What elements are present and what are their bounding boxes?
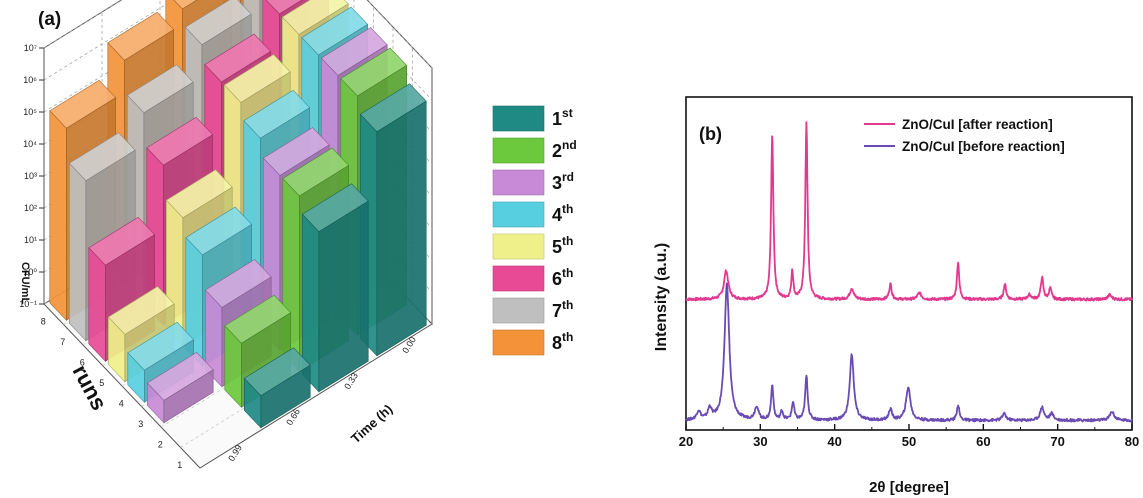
legend-label: 1st (552, 106, 573, 129)
legend-swatch (492, 201, 545, 228)
bar-front (49, 110, 67, 322)
panel-b-lines (685, 121, 1133, 423)
legend-label-base: 4 (552, 205, 562, 225)
z-gridline (43, 0, 433, 101)
legend-label-sup: th (562, 266, 573, 280)
legend-label: ZnO/CuI [before reaction] (902, 139, 1065, 154)
bar-front (69, 162, 87, 342)
x-tick-label: 20 (679, 434, 693, 449)
legend-label: 8th (552, 330, 573, 353)
legend-label: 5th (552, 234, 573, 257)
panel-b-legend: ZnO/CuI [after reaction] ZnO/CuI [before … (864, 117, 1065, 154)
run-tick-label: 3 (138, 419, 143, 429)
run-tick-label: 6 (80, 357, 85, 367)
legend-label: 4th (552, 202, 573, 225)
z-tick-label: 10⁻¹ (19, 299, 37, 309)
x-tick-label: 80 (1125, 434, 1139, 449)
bar-front (88, 247, 106, 363)
x-tick-label: 60 (976, 434, 990, 449)
legend-label-base: 3 (552, 173, 562, 193)
z-tick-label: 10³ (24, 171, 37, 181)
legend-swatch (492, 169, 545, 196)
legend-swatch (492, 265, 545, 292)
panel-b-label: (b) (699, 124, 722, 144)
panel-a-bars (49, 0, 427, 429)
legend-label-base: 2 (552, 141, 562, 161)
run-tick-label: 7 (60, 337, 65, 347)
bar-side (260, 364, 311, 429)
panel-b-xlabel: 2θ [degree] (869, 479, 949, 496)
z-tick-label: 10¹ (24, 235, 37, 245)
legend-swatch (492, 329, 545, 356)
panel-a-label: (a) (38, 9, 61, 30)
run-tick-label: 2 (158, 439, 163, 449)
z-tick-label: 10⁵ (23, 107, 37, 117)
legend-label-base: 1 (552, 109, 562, 129)
legend-label-sup: th (562, 298, 573, 312)
legend-swatch (492, 105, 545, 132)
bar-top (173, 0, 198, 10)
panel-a-ylabel: Time (h) (348, 401, 395, 446)
legend-swatch (492, 297, 545, 324)
z-tick-label: 10² (24, 203, 37, 213)
run-tick-label: 1 (177, 460, 182, 470)
z-tick-label: 10⁰ (23, 267, 37, 277)
panel-b: (b) 20 30 40 50 60 70 80 ZnO/CuI [after reacti… (653, 96, 1139, 496)
panel-a-zlabel: CFU/mL (19, 262, 31, 304)
z-tick-label: 10⁷ (24, 43, 37, 53)
legend-label: 2nd (552, 138, 577, 161)
panel-a: (a) 10⁻¹ 10⁰ 10¹ 10² 10³ 10⁴ 10⁵ 10⁶ 10⁷ 1 2 3 4 5 6 7 8… (19, 0, 577, 470)
legend-label-base: 7 (552, 301, 562, 321)
z-tick-label: 10⁶ (23, 75, 37, 85)
legend-label: 3rd (552, 170, 574, 193)
panel-b-x-ticks: 20 30 40 50 60 70 80 (679, 424, 1139, 449)
legend-swatch (492, 137, 545, 164)
bar-side (318, 200, 369, 393)
legend-label-sup: rd (562, 170, 574, 184)
run-tick-label: 5 (99, 378, 104, 388)
legend-label-base: 6 (552, 269, 562, 289)
x-tick-label: 50 (902, 434, 916, 449)
legend-label-base: 8 (552, 333, 562, 353)
legend-swatch (492, 233, 545, 260)
panel-b-ylabel: Intensity (a.u.) (653, 243, 670, 351)
legend-label: 7th (552, 298, 573, 321)
legend-label-sup: th (562, 330, 573, 344)
x-tick-label: 40 (827, 434, 841, 449)
legend-label-sup: nd (562, 138, 577, 152)
bar-side (163, 369, 214, 424)
legend-label: 6th (552, 266, 573, 289)
legend-label: ZnO/CuI [after reaction] (902, 117, 1053, 132)
pattern-line (685, 282, 1133, 423)
z-tick-label: 10⁴ (23, 139, 37, 149)
legend-label-sup: th (562, 202, 573, 216)
legend-label-sup: st (562, 106, 573, 120)
bar-side (376, 100, 427, 357)
run-tick-label: 4 (119, 398, 124, 408)
x-tick-label: 30 (753, 434, 767, 449)
x-tick-label: 70 (1050, 434, 1064, 449)
pattern-line (685, 121, 1133, 302)
legend-label-base: 5 (552, 237, 562, 257)
legend-label-sup: th (562, 234, 573, 248)
run-tick-label: 8 (41, 316, 46, 326)
